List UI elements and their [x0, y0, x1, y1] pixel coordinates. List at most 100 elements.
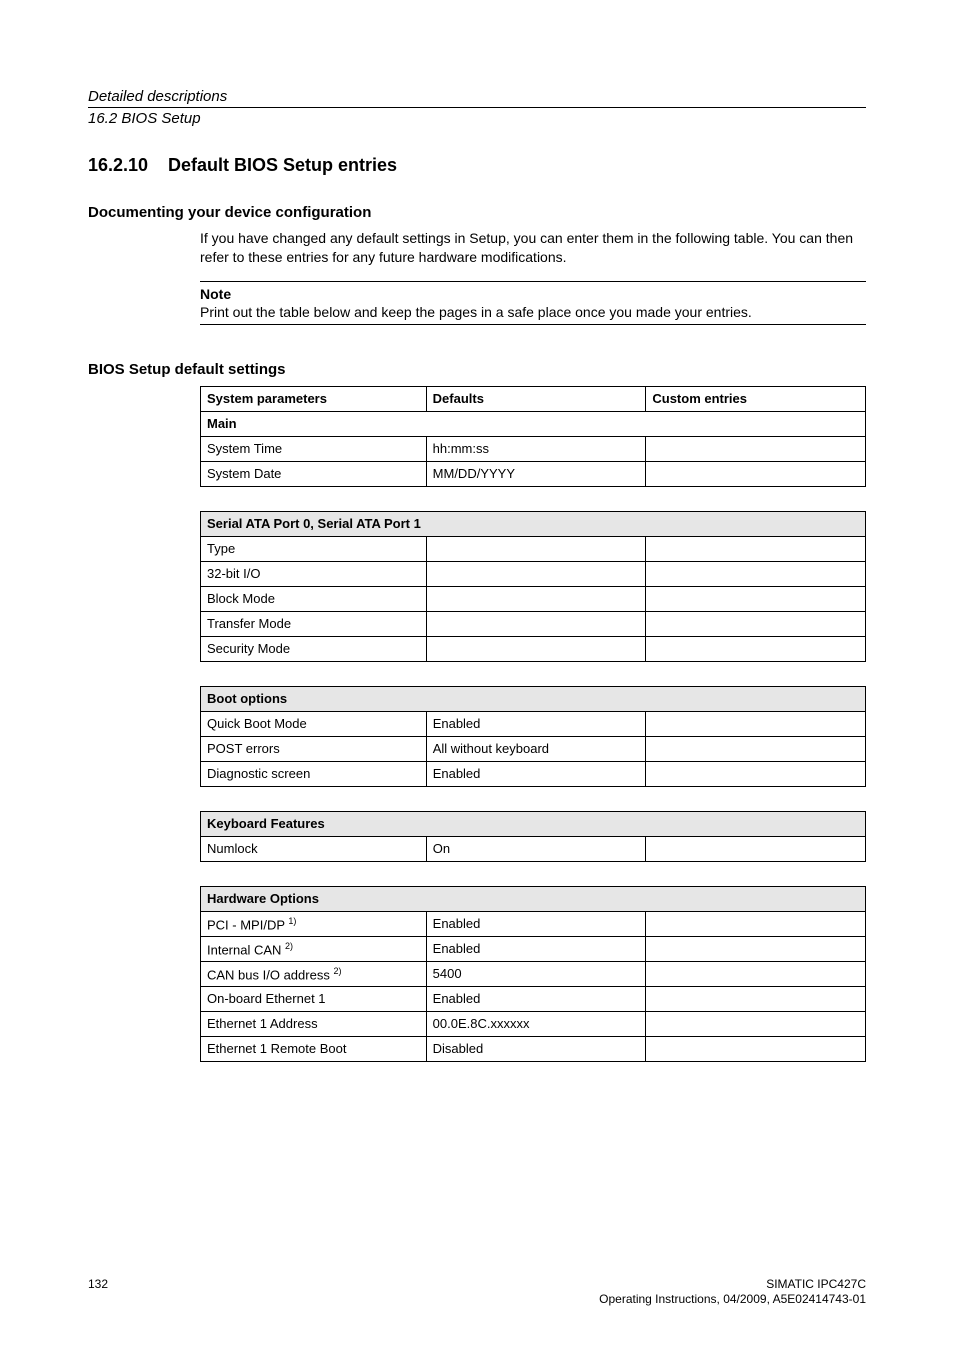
- page-number: 132: [88, 1277, 108, 1291]
- cell-custom: [646, 461, 866, 486]
- table-row: System Date MM/DD/YYYY: [201, 461, 866, 486]
- table-row: System parameters Defaults Custom entrie…: [201, 386, 866, 411]
- section-number: 16.2.10: [88, 155, 148, 176]
- note-rule-bottom: [200, 324, 866, 325]
- param-text: PCI - MPI/DP: [207, 917, 288, 932]
- running-header: Detailed descriptions 16.2 BIOS Setup: [88, 88, 866, 127]
- cell-default: [426, 636, 646, 661]
- param-text: CAN bus I/O address: [207, 967, 333, 982]
- cell-param: On-board Ethernet 1: [201, 986, 427, 1011]
- table-hardware-options: Hardware Options PCI - MPI/DP 1) Enabled…: [200, 886, 866, 1062]
- th-keyboard-features: Keyboard Features: [201, 811, 866, 836]
- table-row: Ethernet 1 Address00.0E.8C.xxxxxx: [201, 1011, 866, 1036]
- table-row: POST errorsAll without keyboard: [201, 736, 866, 761]
- documenting-heading: Documenting your device configuration: [88, 204, 866, 221]
- section-title: Default BIOS Setup entries: [168, 155, 397, 176]
- cell-custom: [646, 561, 866, 586]
- table-row: Internal CAN 2) Enabled: [201, 936, 866, 961]
- table-row: NumlockOn: [201, 836, 866, 861]
- table-row: Boot options: [201, 686, 866, 711]
- cell-param: CAN bus I/O address 2): [201, 961, 427, 986]
- cell-custom: [646, 761, 866, 786]
- table-row: Diagnostic screenEnabled: [201, 761, 866, 786]
- tables: System parameters Defaults Custom entrie…: [88, 386, 866, 1062]
- footnote-ref: 1): [288, 916, 296, 926]
- footer-right: SIMATIC IPC427C Operating Instructions, …: [599, 1277, 866, 1308]
- th-main: Main: [201, 411, 866, 436]
- cell-param: Quick Boot Mode: [201, 711, 427, 736]
- table-row: CAN bus I/O address 2) 5400: [201, 961, 866, 986]
- cell-default: [426, 561, 646, 586]
- cell-custom: [646, 1011, 866, 1036]
- cell-custom: [646, 536, 866, 561]
- cell-default: Disabled: [426, 1036, 646, 1061]
- th-boot-options: Boot options: [201, 686, 866, 711]
- note-text: Print out the table below and keep the p…: [200, 304, 866, 324]
- footnote-ref: 2): [285, 941, 293, 951]
- param-text: Internal CAN: [207, 942, 285, 957]
- table-row: 32-bit I/O: [201, 561, 866, 586]
- cell-default: 00.0E.8C.xxxxxx: [426, 1011, 646, 1036]
- cell-param: Security Mode: [201, 636, 427, 661]
- cell-custom: [646, 836, 866, 861]
- cell-default: [426, 586, 646, 611]
- note-block: Note Print out the table below and keep …: [200, 281, 866, 325]
- cell-default: Enabled: [426, 986, 646, 1011]
- cell-param: 32-bit I/O: [201, 561, 427, 586]
- cell-default: 5400: [426, 961, 646, 986]
- cell-param: Ethernet 1 Address: [201, 1011, 427, 1036]
- table-row: Ethernet 1 Remote BootDisabled: [201, 1036, 866, 1061]
- header-sub: 16.2 BIOS Setup: [88, 110, 866, 127]
- cell-default: [426, 611, 646, 636]
- th-custom-entries: Custom entries: [646, 386, 866, 411]
- defaults-heading: BIOS Setup default settings: [88, 361, 866, 378]
- cell-custom: [646, 436, 866, 461]
- table-row: Hardware Options: [201, 886, 866, 911]
- cell-custom: [646, 936, 866, 961]
- th-hardware-options: Hardware Options: [201, 886, 866, 911]
- cell-default: All without keyboard: [426, 736, 646, 761]
- cell-default: Enabled: [426, 911, 646, 936]
- table-system-parameters: System parameters Defaults Custom entrie…: [200, 386, 866, 487]
- footnote-ref: 2): [333, 966, 341, 976]
- table-row: Security Mode: [201, 636, 866, 661]
- note-label: Note: [200, 282, 866, 304]
- table-keyboard-features: Keyboard Features NumlockOn: [200, 811, 866, 862]
- table-boot-options: Boot options Quick Boot ModeEnabled POST…: [200, 686, 866, 787]
- cell-default: On: [426, 836, 646, 861]
- table-row: Type: [201, 536, 866, 561]
- cell-param: Type: [201, 536, 427, 561]
- table-row: PCI - MPI/DP 1) Enabled: [201, 911, 866, 936]
- th-system-parameters: System parameters: [201, 386, 427, 411]
- header-title: Detailed descriptions: [88, 88, 866, 105]
- cell-param: Transfer Mode: [201, 611, 427, 636]
- table-row: Quick Boot ModeEnabled: [201, 711, 866, 736]
- table-row: Block Mode: [201, 586, 866, 611]
- cell-default: hh:mm:ss: [426, 436, 646, 461]
- cell-default: MM/DD/YYYY: [426, 461, 646, 486]
- footer-product: SIMATIC IPC427C: [599, 1277, 866, 1293]
- table-row: Keyboard Features: [201, 811, 866, 836]
- cell-custom: [646, 911, 866, 936]
- cell-param: System Date: [201, 461, 427, 486]
- cell-custom: [646, 636, 866, 661]
- th-defaults: Defaults: [426, 386, 646, 411]
- th-serial-ata: Serial ATA Port 0, Serial ATA Port 1: [201, 511, 866, 536]
- cell-custom: [646, 611, 866, 636]
- cell-default: Enabled: [426, 936, 646, 961]
- cell-param: Numlock: [201, 836, 427, 861]
- cell-param: System Time: [201, 436, 427, 461]
- table-row: Transfer Mode: [201, 611, 866, 636]
- cell-param: Diagnostic screen: [201, 761, 427, 786]
- cell-custom: [646, 711, 866, 736]
- cell-param: POST errors: [201, 736, 427, 761]
- cell-default: Enabled: [426, 711, 646, 736]
- documenting-text: If you have changed any default settings…: [200, 229, 866, 267]
- cell-default: Enabled: [426, 761, 646, 786]
- cell-custom: [646, 961, 866, 986]
- cell-param: Block Mode: [201, 586, 427, 611]
- table-row: Serial ATA Port 0, Serial ATA Port 1: [201, 511, 866, 536]
- cell-param: Ethernet 1 Remote Boot: [201, 1036, 427, 1061]
- section-heading: 16.2.10 Default BIOS Setup entries: [88, 155, 866, 176]
- cell-param: PCI - MPI/DP 1): [201, 911, 427, 936]
